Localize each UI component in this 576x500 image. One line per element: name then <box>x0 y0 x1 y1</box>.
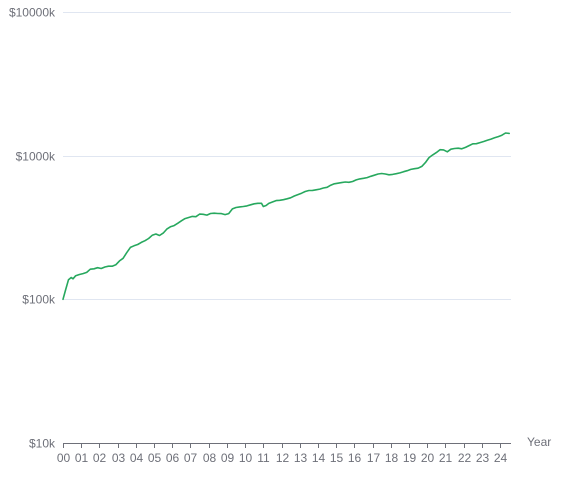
x-tick-label: 09 <box>221 451 235 465</box>
y-tick-label: $10000k <box>9 6 56 20</box>
x-tick-label: 11 <box>257 451 270 465</box>
x-tick-label: 19 <box>403 451 417 465</box>
x-tick-label: 23 <box>476 451 490 465</box>
axes: $10k $100k $1000k $10000k 00 01 02 03 04 05 06 07 08… <box>9 6 511 465</box>
y-tick-label: $1000k <box>16 150 56 164</box>
x-tick-label: 04 <box>130 451 144 465</box>
x-tick-label: 01 <box>75 451 89 465</box>
x-tick-label: 14 <box>312 451 326 465</box>
gridlines <box>63 12 511 300</box>
x-tick-label: 08 <box>203 451 217 465</box>
y-tick-label: $10k <box>29 437 56 451</box>
x-tick-label: 13 <box>294 451 308 465</box>
x-tick-label: 15 <box>330 451 344 465</box>
x-axis-title: Year <box>527 435 551 449</box>
x-tick-label: 03 <box>112 451 126 465</box>
y-tick-label: $100k <box>22 293 56 307</box>
x-tick-label: 20 <box>421 451 435 465</box>
series <box>62 132 510 301</box>
x-tick-label: 16 <box>348 451 362 465</box>
x-tick-label: 05 <box>148 451 162 465</box>
x-tick-label: 00 <box>57 451 71 465</box>
x-tick-label: 10 <box>239 451 253 465</box>
x-tick-label: 07 <box>184 451 198 465</box>
x-tick-label: 21 <box>439 451 453 465</box>
x-tick-label: 24 <box>494 451 508 465</box>
x-tick-label: 06 <box>166 451 180 465</box>
x-tick-label: 18 <box>385 451 399 465</box>
x-tick-label: 22 <box>458 451 472 465</box>
x-tick-label: 02 <box>93 451 107 465</box>
series-line <box>62 132 510 301</box>
x-tick-label: 12 <box>276 451 290 465</box>
x-tick-label: 17 <box>367 451 381 465</box>
